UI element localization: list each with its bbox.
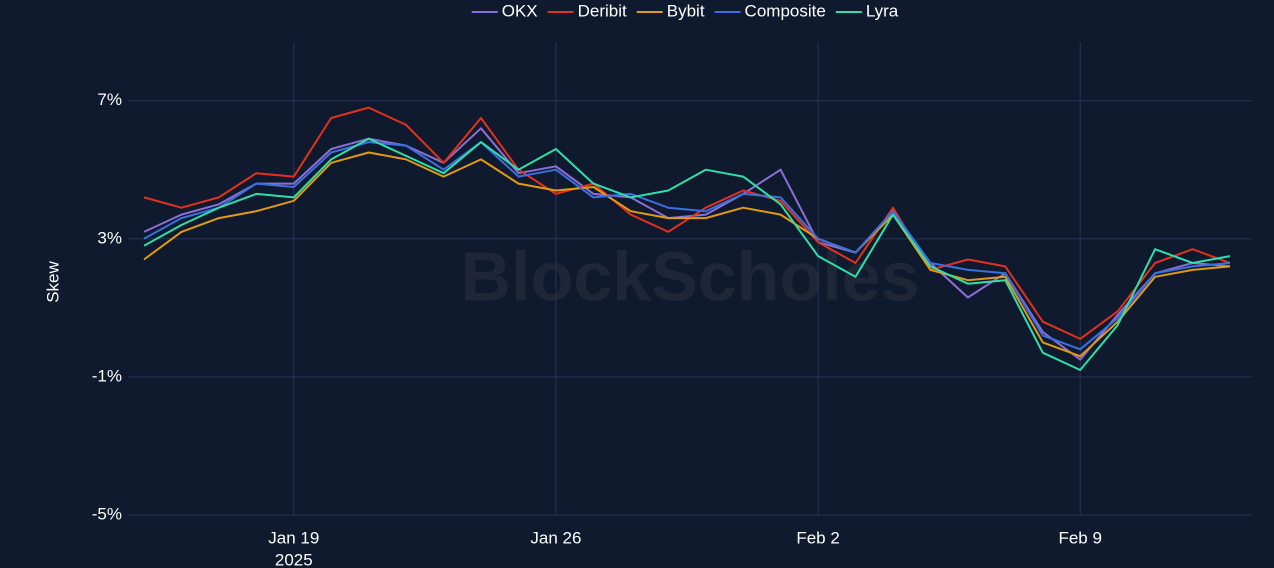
legend-label: Composite [745,1,826,20]
legend-label: Deribit [578,1,627,20]
x-tick-label: Feb 2 [796,528,839,547]
series-line [143,141,1231,351]
x-tick-label: Jan 26 [530,528,581,547]
y-tick-label: -1% [92,366,122,385]
x-year-label: 2025 [275,550,313,568]
watermark: BlockScholes [460,237,919,315]
legend: OKX Deribit Bybit Composite Lyra [471,1,899,20]
series-line [143,106,1231,340]
x-tick-label: Jan 19 [268,528,319,547]
series-line [143,151,1231,358]
series-line [143,127,1231,361]
legend-label: Bybit [667,1,705,20]
x-tick-label: Feb 9 [1058,528,1101,547]
y-tick-label: -5% [92,504,122,523]
y-tick-label: 7% [97,90,122,109]
y-axis-label: Skew [43,260,62,302]
legend-label: Lyra [866,1,899,20]
legend-label: OKX [502,1,538,20]
series-line [143,137,1231,371]
y-tick-label: 3% [97,228,122,247]
